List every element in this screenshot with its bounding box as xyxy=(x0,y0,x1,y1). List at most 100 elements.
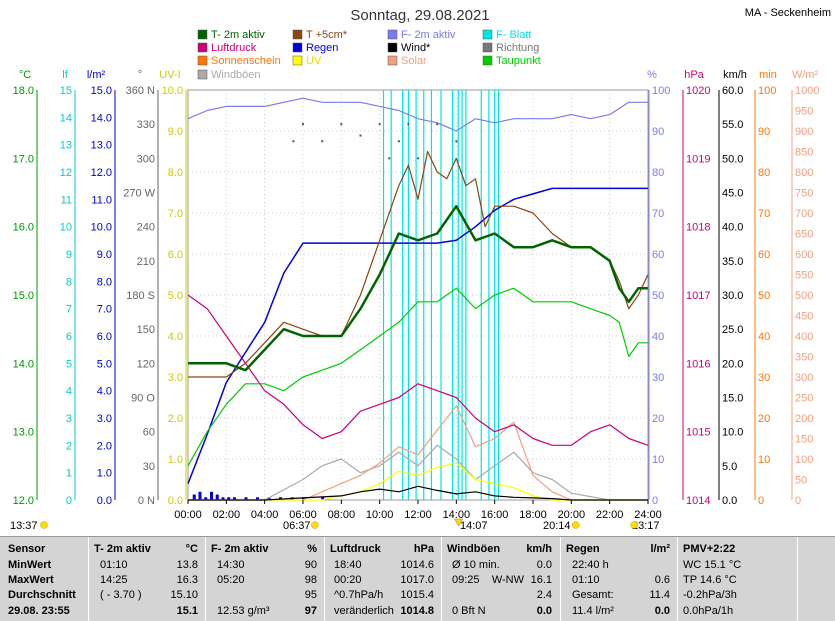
wind-direction: W-NW xyxy=(491,574,524,586)
x-tick-label: 20:00 xyxy=(558,509,586,521)
event-time-label: 13:37 xyxy=(10,520,38,532)
hum-tick-label: 10 xyxy=(652,454,664,466)
wind-tick-label: 35.0 xyxy=(722,256,743,268)
direction-point xyxy=(455,140,458,143)
legend-label: Solar xyxy=(401,55,427,67)
dir-tick-label: 150 xyxy=(137,324,155,336)
temp-tick-label: 12.0 xyxy=(13,495,34,507)
press-tick-label: 1016 xyxy=(686,358,710,370)
press-tick-label: 1018 xyxy=(686,222,710,234)
table-row-label: MinWert xyxy=(8,559,52,571)
wind-tick-label: 25.0 xyxy=(722,324,743,336)
pmv-value: WC 15.1 °C xyxy=(683,559,742,571)
table-header-label: PMV+2:22 xyxy=(683,543,736,555)
solar-tick-label: 500 xyxy=(795,290,813,302)
temp-tick-label: 14.0 xyxy=(13,358,34,370)
legend-label: F- Blatt xyxy=(496,29,531,41)
press-time: 00:20 xyxy=(334,574,362,586)
wind-tick-label: 20.0 xyxy=(722,358,743,370)
press-tick-label: 1020 xyxy=(686,85,710,97)
pmv-value: TP 14.6 °C xyxy=(683,574,737,586)
legend-label: Regen xyxy=(306,42,338,54)
press-value: 1014.8 xyxy=(400,605,434,617)
press-tick-label: 1019 xyxy=(686,153,710,165)
wind-tick-label: 40.0 xyxy=(722,222,743,234)
solar-tick-label: 450 xyxy=(795,311,813,323)
solar-tick-label: 250 xyxy=(795,393,813,405)
direction-point xyxy=(321,140,324,143)
event-time-label: 14:07 xyxy=(460,520,488,532)
wind-tick-label: 45.0 xyxy=(722,188,743,200)
sunrise-icon xyxy=(311,521,319,529)
sun-tick-label: 30 xyxy=(758,372,770,384)
wind-value: 0.0 xyxy=(536,605,552,617)
rain-value: 0.0 xyxy=(654,605,670,617)
leaf-tick-label: 7 xyxy=(66,304,72,316)
x-tick-label: 08:00 xyxy=(328,509,356,521)
hum-tick-label: 40 xyxy=(652,331,664,343)
rain-bar xyxy=(227,497,231,500)
leaf-tick-label: 11 xyxy=(61,194,72,206)
x-tick-label: 24:00 xyxy=(634,509,662,521)
temp-value: 16.3 xyxy=(176,574,198,586)
temp-tick-label: 17.0 xyxy=(13,153,34,165)
rain-bar xyxy=(221,497,225,500)
sun-moon-events: 13:37 06:37 14:07 20:14 23:17 xyxy=(10,518,660,532)
table-header-label: Windböen xyxy=(447,543,501,555)
axis-units: °C lf l/m² ° UV-I% hPa km/h min W/m² xyxy=(19,69,819,81)
dir-tick-label: 210 xyxy=(137,256,155,268)
hum-time: 05:20 xyxy=(217,574,245,586)
grid xyxy=(188,90,648,500)
rain-tick-label: 3.0 xyxy=(97,413,112,425)
wind-tick-label: 60.0 xyxy=(722,85,743,97)
rain-tick-label: 14.0 xyxy=(91,112,112,124)
rain-bar xyxy=(192,494,196,500)
uv-tick-label: 10.0 xyxy=(162,85,183,97)
table-header-unit: °C xyxy=(185,543,198,555)
legend-swatch xyxy=(197,42,208,53)
solar-tick-label: 800 xyxy=(795,167,813,179)
legend-label: Richtung xyxy=(496,42,539,54)
dir-tick-label: 180 S xyxy=(126,290,155,302)
press-tick-label: 1017 xyxy=(686,290,710,302)
leaf-tick-label: 0 xyxy=(66,495,72,507)
leaf-tick-label: 15 xyxy=(60,85,72,97)
event-time-label: 06:37 xyxy=(283,520,311,532)
rain-value: 0.6 xyxy=(654,574,670,586)
series-line xyxy=(187,287,648,467)
solar-tick-label: 300 xyxy=(795,372,813,384)
leaf-tick-label: 14 xyxy=(60,112,72,124)
temp-value: 15.10 xyxy=(170,589,198,601)
x-axis: 00:00 02:00 04:00 06:00 08:00 10:00 12:00 14:00… xyxy=(174,500,662,521)
sun-unit-label: min xyxy=(759,69,777,81)
leaf-tick-label: 12 xyxy=(60,167,72,179)
rain-bar xyxy=(210,491,213,500)
hum-time: 14:30 xyxy=(217,559,245,571)
rain-bar xyxy=(267,497,271,500)
rain-tick-label: 9.0 xyxy=(97,249,112,261)
press-unit-label: hPa xyxy=(684,69,704,81)
x-tick-label: 18:00 xyxy=(519,509,547,521)
sunset-icon xyxy=(571,521,580,529)
rain-tick-label: 6.0 xyxy=(97,331,112,343)
series-layer xyxy=(187,90,649,501)
sun-tick-label: 10 xyxy=(758,454,770,466)
legend-label: T +5cm* xyxy=(306,29,348,41)
dir-tick-label: 240 xyxy=(137,222,155,234)
press-value: 1014.6 xyxy=(400,559,434,571)
temp-tick-label: 13.0 xyxy=(13,427,34,439)
legend-swatch xyxy=(197,69,208,80)
table-header-unit: hPa xyxy=(413,543,434,555)
temp-time: ( - 3.70 ) xyxy=(100,589,142,601)
right-axes: 0102030405060708090100101410151016101710… xyxy=(648,85,819,507)
hum-tick-label: 90 xyxy=(652,126,664,138)
uv-tick-label: 0.0 xyxy=(168,495,183,507)
legend-label: Wind* xyxy=(401,42,431,54)
temp-tick-label: 18.0 xyxy=(13,85,34,97)
rain-bar xyxy=(198,491,202,500)
direction-point xyxy=(292,140,295,143)
uv-tick-label: 9.0 xyxy=(168,126,183,138)
uv-tick-label: 1.0 xyxy=(168,454,183,466)
solar-tick-label: 550 xyxy=(795,270,813,282)
x-tick-label: 12:00 xyxy=(404,509,432,521)
